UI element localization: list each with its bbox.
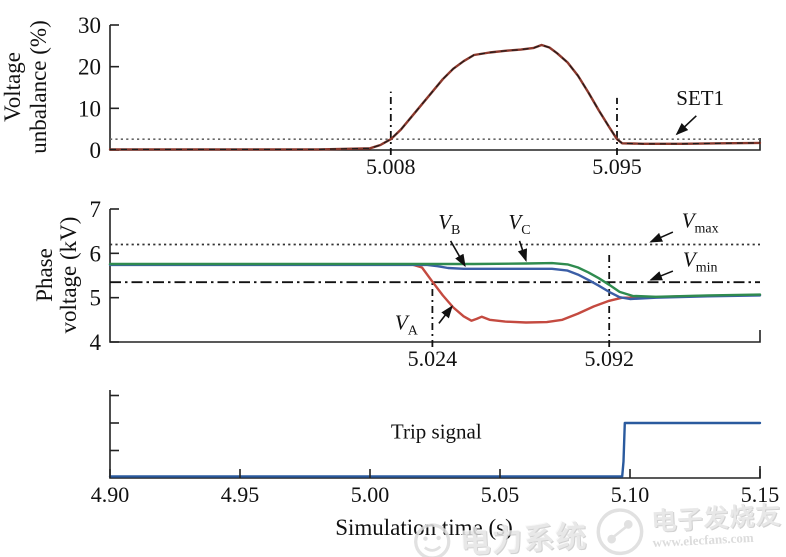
- annotation-arrow-set1: [675, 115, 697, 136]
- watermark-brand-block: 电子发烧友 www.elecfans.com: [651, 502, 783, 551]
- phase-voltage-ytick-label: 6: [90, 241, 102, 266]
- phase-voltage-ytick-label: 4: [90, 330, 102, 355]
- series-phase-c-voltage: [108, 261, 762, 298]
- annotation-v-a: VA: [395, 311, 419, 339]
- annotation-trip-signal: Trip signal: [391, 419, 482, 443]
- phase-voltage-event-label: 5.092: [584, 346, 634, 371]
- annotation-set1: SET1: [676, 86, 724, 110]
- phase-voltage-event-label: 5.024: [408, 346, 458, 371]
- watermark-url: www.elecfans.com: [652, 530, 754, 551]
- unbalance-axis-title-line1: Voltage: [0, 52, 25, 122]
- xaxis-tick-label: 4.90: [91, 482, 130, 507]
- voltage-unbalance-ytick-label: 10: [78, 96, 101, 121]
- series-trip-signal: [108, 421, 762, 478]
- voltage-unbalance-ytick-label: 30: [78, 13, 101, 38]
- xaxis-tick-label: 4.95: [221, 482, 260, 507]
- series-voltage-unbalance: [108, 43, 762, 151]
- annotation-arrow-v-c: [517, 240, 528, 262]
- chart-render-layer: 0 10 20 30 5.008 5.095 SET1 4 5 6 7 5.024 5.092 VB VC V…: [78, 13, 779, 507]
- voltage-unbalance-ytick-label: 20: [78, 55, 101, 80]
- series-phase-b-voltage: [108, 263, 762, 301]
- annotation-arrow-v-a: [438, 305, 453, 324]
- unbalance-axis-title-line2: unbalance (%): [26, 20, 51, 153]
- watermark-circuit-icon: [596, 508, 644, 556]
- phase-voltage-axis: [109, 209, 761, 343]
- xaxis-tick-label: 5.10: [611, 482, 650, 507]
- watermark-text-left: 电力系统: [459, 520, 590, 557]
- annotation-v-b: VB: [438, 210, 460, 238]
- annotation-arrow-v-max: [649, 231, 674, 243]
- watermark: 电力系统 电子发烧友 www.elecfans.com: [409, 497, 783, 557]
- voltage-unbalance-event-label: 5.008: [366, 154, 416, 179]
- phase-voltage-axis-title-line1: Phase: [32, 248, 57, 302]
- phase-voltage-axis-title-line2: voltage (kV): [56, 217, 81, 334]
- annotation-arrow-v-min: [649, 270, 674, 281]
- xaxis-tick-label: 5.05: [481, 482, 520, 507]
- xaxis-tick-label: 5.15: [741, 482, 780, 507]
- annotation-v-max: Vmax: [682, 209, 719, 237]
- series-phase-a-voltage: [108, 263, 762, 324]
- annotation-arrow-v-b: [449, 240, 466, 268]
- watermark-mascot-icon: [414, 523, 451, 557]
- series-voltage-unbalance-dash-overlay: [110, 44, 761, 150]
- voltage-unbalance-event-label: 5.095: [592, 154, 642, 179]
- phase-voltage-ytick-label: 7: [90, 197, 102, 222]
- annotation-v-c: VC: [508, 210, 530, 238]
- phase-voltage-ytick-label: 5: [90, 286, 102, 311]
- voltage-unbalance-ytick-label: 0: [90, 138, 102, 163]
- annotation-v-min: Vmin: [683, 248, 718, 276]
- xaxis-tick-label: 5.00: [351, 482, 390, 507]
